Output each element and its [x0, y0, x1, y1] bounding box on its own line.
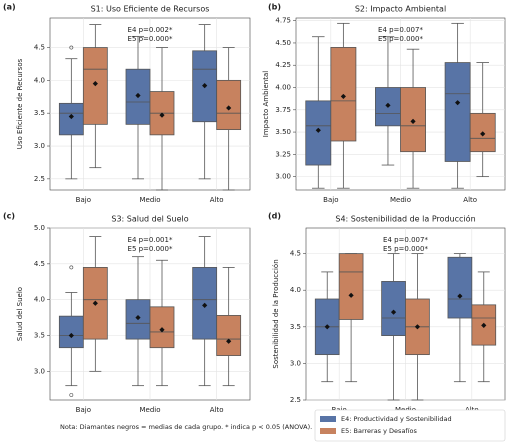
annotation: E4 p=0.002* — [128, 26, 173, 34]
y-tick-label: 2.5 — [34, 175, 45, 183]
box — [444, 62, 471, 162]
annotation: E4 p=0.007* — [378, 26, 423, 34]
panel-label: (a) — [3, 3, 16, 12]
y-tick-label: 3.0 — [34, 367, 45, 375]
y-tick-label: 4.5 — [34, 260, 45, 268]
legend-label: E4: Productividad y Sostenibilidad — [341, 415, 452, 423]
y-tick-label: 5.0 — [34, 224, 45, 232]
note: Nota: Diamantes negros = medias de cada … — [60, 423, 312, 431]
panel-label: (b) — [268, 3, 281, 12]
outlier — [69, 393, 74, 397]
mean-marker — [414, 324, 421, 330]
box — [216, 79, 242, 131]
legend-label: E5: Barreras y Desafíos — [341, 427, 417, 435]
mean-marker — [159, 112, 165, 118]
mean-marker — [480, 131, 486, 137]
mean-marker — [68, 332, 74, 339]
box — [58, 315, 84, 349]
mean-marker — [385, 102, 391, 108]
panel-label: (d) — [268, 212, 281, 221]
box — [58, 102, 84, 136]
chart-title: S4: Sostenibilidad de la Producción — [335, 214, 475, 224]
box — [338, 253, 364, 320]
y-tick-label: 3.75 — [275, 106, 291, 114]
y-tick-label: 3.25 — [275, 150, 291, 158]
mean-marker — [92, 81, 98, 87]
y-tick-label: 4.5 — [290, 250, 301, 258]
y-tick-label: 3.0 — [34, 142, 45, 150]
y-tick-label: 3.5 — [290, 323, 301, 331]
mean-marker — [92, 300, 98, 306]
outlier — [69, 265, 74, 270]
mean-marker — [202, 302, 208, 308]
mean-marker — [455, 100, 461, 106]
y-axis-label: Sostenibilidad de la Producción — [272, 259, 280, 368]
x-tick-label: Bajo — [76, 196, 91, 204]
panel-label: (c) — [3, 212, 15, 221]
box — [192, 50, 218, 123]
annotation: E4 p=0.007* — [383, 236, 428, 244]
box — [82, 47, 108, 125]
annotation: E5 p=0.000* — [378, 35, 423, 43]
mean-marker — [68, 113, 74, 120]
box — [216, 315, 242, 356]
y-tick-label: 3.0 — [290, 359, 301, 367]
chart-title: S3: Salud del Suelo — [111, 215, 188, 224]
mean-marker — [315, 127, 321, 133]
x-tick-label: Medio — [139, 406, 160, 414]
annotation: E5 p=0.000* — [383, 245, 428, 253]
box — [400, 87, 426, 153]
legend — [314, 409, 506, 442]
y-tick-label: 4.25 — [275, 61, 291, 69]
y-axis-label: Uso Eficiente de Recursos — [16, 58, 24, 149]
x-tick-label: Alto — [463, 196, 477, 204]
mean-marker — [340, 93, 346, 100]
y-tick-label: 4.5 — [34, 44, 45, 52]
legend-swatch — [320, 428, 336, 434]
y-tick-label: 4.75 — [275, 17, 291, 25]
mean-marker — [324, 324, 330, 330]
y-tick-label: 3.5 — [34, 109, 45, 117]
y-tick-label: 3.00 — [275, 173, 291, 181]
box — [125, 299, 151, 340]
mean-marker — [390, 309, 397, 315]
chart-title: S2: Impacto Ambiental — [355, 5, 446, 14]
x-tick-label: Medio — [139, 196, 160, 204]
mean-marker — [135, 92, 141, 99]
mean-marker — [226, 105, 232, 111]
outlier — [69, 45, 74, 50]
x-tick-label: Bajo — [76, 406, 91, 414]
annotation: E5 p=0.000* — [128, 35, 173, 43]
y-axis-label: Impacto Ambiental — [262, 71, 270, 137]
annotation: E5 p=0.000* — [128, 245, 173, 253]
mean-marker — [202, 83, 208, 89]
mean-marker — [135, 314, 141, 321]
x-tick-label: Bajo — [323, 196, 338, 204]
mean-marker — [481, 322, 487, 328]
y-axis-label: Salud del Suelo — [16, 287, 24, 341]
y-tick-label: 4.0 — [34, 76, 45, 84]
y-tick-label: 2.5 — [290, 396, 301, 404]
box — [305, 100, 332, 166]
y-tick-label: 4.00 — [275, 84, 291, 92]
box — [381, 281, 406, 336]
y-tick-label: 4.50 — [275, 39, 291, 47]
mean-marker — [457, 293, 463, 299]
x-tick-label: Alto — [210, 196, 224, 204]
y-tick-label: 4.0 — [34, 296, 45, 304]
chart-title: S1: Uso Eficiente de Recursos — [91, 5, 210, 14]
mean-marker — [410, 118, 416, 124]
mean-marker — [159, 327, 165, 333]
x-tick-label: Medio — [390, 196, 411, 204]
mean-marker — [348, 292, 354, 298]
box — [447, 256, 473, 319]
y-tick-label: 3.5 — [34, 332, 45, 340]
mean-marker — [226, 338, 232, 344]
legend-swatch — [320, 416, 336, 422]
y-tick-label: 4.0 — [290, 286, 301, 294]
y-tick-label: 3.50 — [275, 128, 291, 136]
x-tick-label: Alto — [210, 406, 224, 414]
annotation: E4 p=0.001* — [128, 236, 173, 244]
